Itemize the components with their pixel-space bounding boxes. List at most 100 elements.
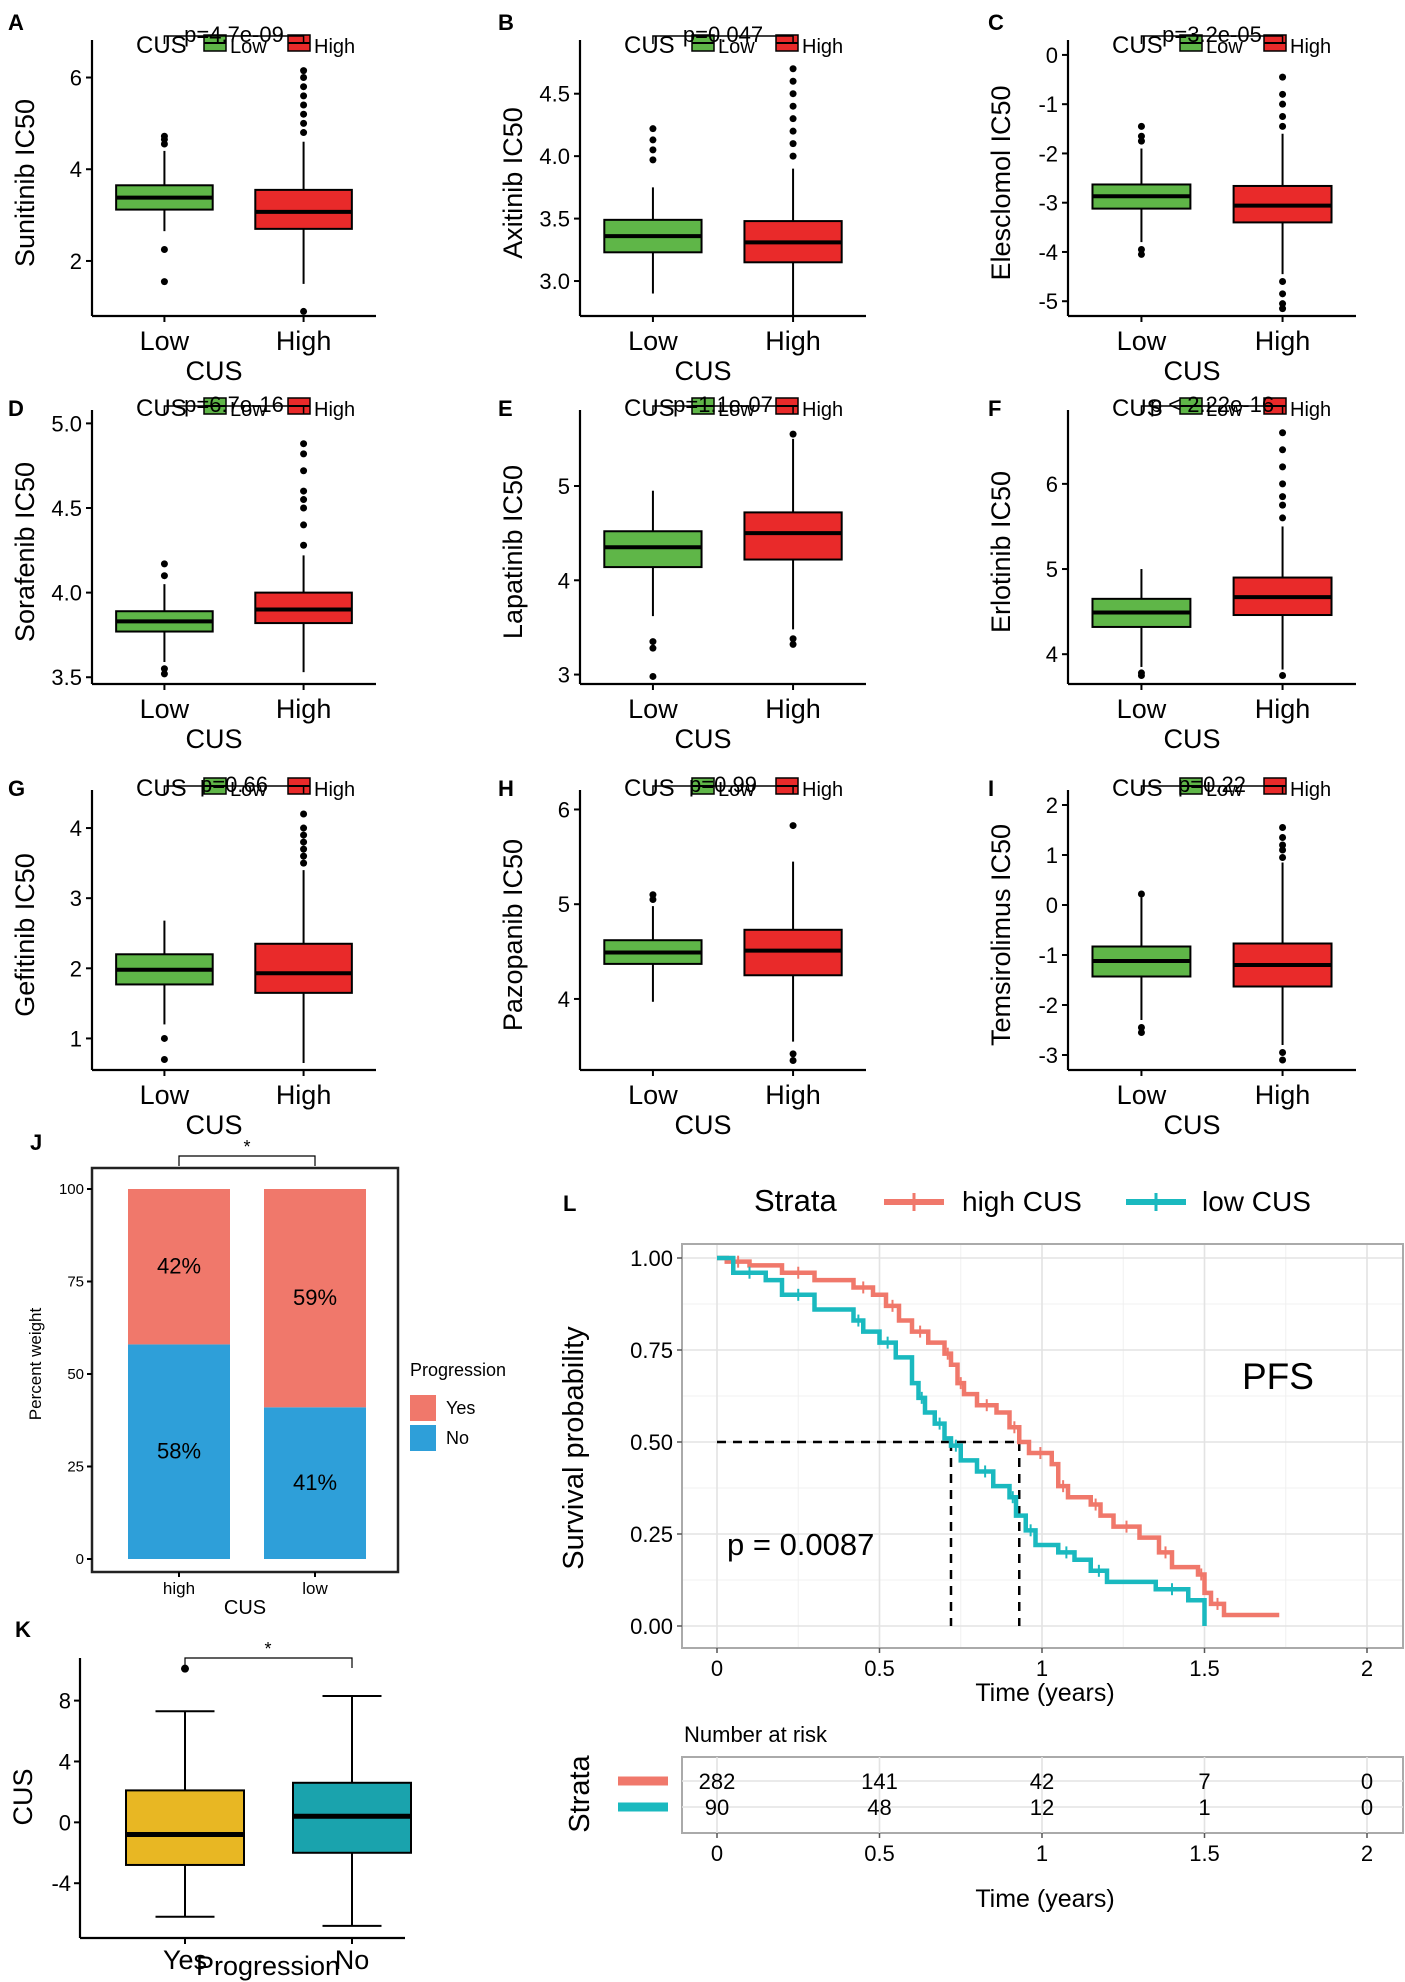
risk-count: 1 <box>1198 1795 1210 1820</box>
y-tick-label: 4.0 <box>51 581 82 606</box>
panel-letter: D <box>8 396 24 421</box>
outlier-point <box>1137 246 1145 253</box>
legend-label: Low <box>230 779 267 801</box>
y-tick-label: 4.5 <box>51 496 82 521</box>
legend: CUS Low High <box>1112 395 1331 422</box>
box-iqr <box>254 188 353 230</box>
risk-count: 282 <box>699 1769 736 1794</box>
p-value-bracket: p=6.7e-16 <box>163 392 305 417</box>
outlier-point <box>789 90 797 98</box>
y-tick-label: 2 <box>1046 793 1058 818</box>
legend: CUS Low High <box>624 32 843 59</box>
x-tick-label: 1.5 <box>1189 1656 1220 1681</box>
x-tick-label: Low <box>628 326 678 356</box>
outlier-point <box>300 859 308 867</box>
x-axis-title: CUS <box>224 1597 266 1619</box>
x-tick-label: High <box>1255 1080 1311 1110</box>
risk-count: 7 <box>1198 1769 1210 1794</box>
bar-segment-no <box>264 1407 366 1559</box>
box-low <box>1091 122 1192 258</box>
outlier-point <box>300 74 308 82</box>
legend-label: Low <box>718 779 755 801</box>
sig-label: * <box>264 1639 271 1659</box>
x-axis-title: CUS <box>674 356 731 386</box>
box-low <box>115 920 214 1063</box>
x-tick-label: Low <box>1117 326 1167 356</box>
bar-segment-no <box>128 1344 230 1559</box>
box-high <box>743 65 843 316</box>
x-tick-label: 0 <box>711 1656 723 1681</box>
legend-title: CUS <box>1112 395 1163 422</box>
x-axis-title: CUS <box>674 724 731 754</box>
legend-label: High <box>314 36 355 58</box>
outlier-point <box>1137 890 1145 898</box>
outlier-point <box>1279 834 1287 841</box>
outlier-point <box>1137 122 1145 130</box>
x-tick-label: Low <box>628 1080 678 1110</box>
legend-label: low CUS <box>1202 1186 1311 1217</box>
x-axis-title: CUS <box>1163 1110 1220 1140</box>
y-tick-label: 4 <box>558 568 570 593</box>
y-axis-title: CUS <box>8 1768 38 1825</box>
x-axis-title: CUS <box>185 1110 242 1140</box>
y-axis-title: Pazopanib IC50 <box>498 839 528 1031</box>
y-tick-label: 1.00 <box>630 1246 673 1271</box>
bracket-line <box>652 785 794 794</box>
y-tick-label: 3.5 <box>539 207 570 232</box>
x-tick-label: Low <box>1117 1080 1167 1110</box>
bracket-line <box>1140 405 1284 414</box>
y-axis-title: Erlotinib IC50 <box>986 471 1016 633</box>
outlier-point <box>300 307 308 315</box>
outlier-point <box>1279 290 1287 298</box>
p-value-bracket: p=1.1e-07 <box>652 392 794 417</box>
y-axis-title: Sunitinib IC50 <box>10 99 40 267</box>
plot-frame <box>90 1166 400 1574</box>
y-tick-label: 4.0 <box>539 144 570 169</box>
outlier-point <box>300 467 308 475</box>
box-high <box>1232 824 1333 1064</box>
km-line <box>717 1255 1280 1618</box>
outlier-point <box>300 521 308 529</box>
outlier-point <box>1279 841 1287 849</box>
box-high <box>254 810 353 1063</box>
outlier-point <box>1279 854 1287 861</box>
x-tick-label: Low <box>140 694 190 724</box>
outlier-point <box>1279 1056 1287 1064</box>
y-tick-label: 0.50 <box>630 1430 673 1455</box>
y-tick-label: -3 <box>1038 1043 1058 1068</box>
box-no <box>292 1695 412 1927</box>
box-high <box>1232 429 1333 679</box>
outlier-point <box>300 440 308 448</box>
legend-title: CUS <box>136 395 187 422</box>
outlier-point <box>1279 671 1287 679</box>
bar-label: 59% <box>293 1285 337 1310</box>
outlier-point <box>1137 137 1145 145</box>
bar-label: 42% <box>157 1254 201 1279</box>
panel-letter: F <box>988 396 1001 421</box>
x-tick-label: Low <box>628 694 678 724</box>
x-tick-label: No <box>335 1945 370 1975</box>
y-tick-label: 3.5 <box>51 665 82 690</box>
box-high <box>743 430 843 648</box>
legend-label: Low <box>1206 779 1243 801</box>
x-tick-label: 2 <box>1361 1841 1373 1866</box>
bracket-line <box>163 785 305 794</box>
legend-label: high CUS <box>962 1186 1082 1217</box>
outlier-point <box>1279 305 1287 313</box>
legend-swatch <box>410 1425 436 1451</box>
p-value-label: p=4.7e-09 <box>184 22 284 47</box>
p-value-label: p=3.2e-05 <box>1162 22 1262 47</box>
y-tick-label: -3 <box>1038 191 1058 216</box>
risk-count: 12 <box>1030 1795 1054 1820</box>
legend-label: High <box>802 779 843 801</box>
box-low <box>603 125 703 294</box>
outlier-point <box>1279 501 1287 509</box>
x-tick-label: Yes <box>163 1945 207 1975</box>
box-high <box>254 67 353 315</box>
